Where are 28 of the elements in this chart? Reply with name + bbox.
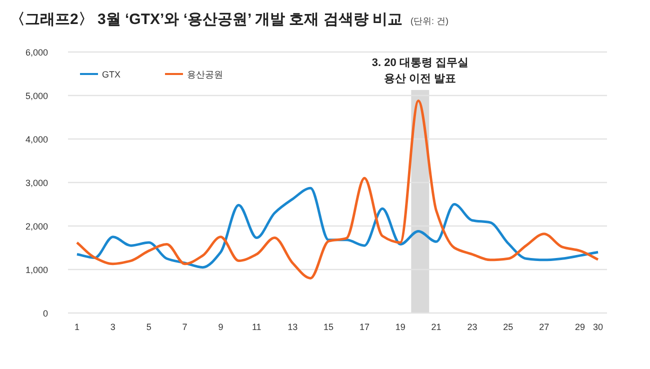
y-tick-label: 2,000 xyxy=(25,222,48,232)
y-tick-label: 3,000 xyxy=(25,178,48,188)
band-label: 3. 20 대통령 집무실 용산 이전 발표 xyxy=(372,57,468,85)
chart-subtitle: (단위: 건) xyxy=(410,16,449,26)
x-tick-label: 5 xyxy=(146,322,152,332)
x-tick-label: 3 xyxy=(110,322,116,332)
x-tick-label: 23 xyxy=(467,322,478,332)
x-tick-label: 29 xyxy=(575,322,586,332)
x-tick-label: 9 xyxy=(218,322,224,332)
x-tick-label: 25 xyxy=(503,322,514,332)
y-tick-label: 5,000 xyxy=(25,91,48,101)
y-tick-label: 0 xyxy=(42,308,48,318)
x-tick-label: 11 xyxy=(252,322,262,332)
x-tick-label: 7 xyxy=(182,322,188,332)
x-tick-label: 1 xyxy=(74,322,80,332)
legend-label: 용산공원 xyxy=(187,70,223,80)
legend-label: GTX xyxy=(102,70,121,80)
x-tick-label: 19 xyxy=(395,322,406,332)
x-tick-label: 17 xyxy=(359,322,370,332)
y-tick-label: 4,000 xyxy=(25,134,48,144)
x-tick-label: 21 xyxy=(431,322,442,332)
x-tick-label: 30 xyxy=(593,322,604,332)
x-tick-label: 15 xyxy=(324,322,334,332)
x-tick-label: 27 xyxy=(539,322,550,332)
x-tick-label: 13 xyxy=(288,322,298,332)
y-tick-label: 1,000 xyxy=(25,265,48,275)
chart-title: 〈그래프2〉 3월 ‘GTX’와 ‘용산공원’ 개발 호재 검색량 비교 xyxy=(10,11,403,28)
y-tick-label: 6,000 xyxy=(25,48,48,58)
